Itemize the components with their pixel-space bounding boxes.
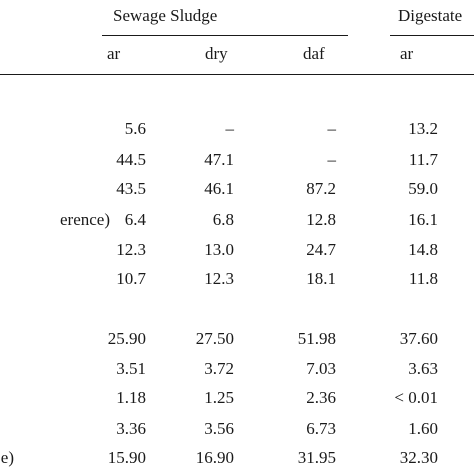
- cell-dig-ar: 3.63: [408, 359, 438, 378]
- header-rule-sewage: [102, 35, 348, 36]
- cell-dig-ar: 11.8: [408, 269, 438, 288]
- cell-ss-dry: 13.0: [204, 240, 234, 259]
- cell-dig-ar: 13.2: [408, 119, 438, 138]
- cell-dig-ar: 37.60: [399, 329, 438, 348]
- cell-ss-daf: 31.95: [297, 448, 336, 467]
- cell-ss-dry: 47.1: [204, 150, 234, 169]
- cell-ss-ar: 5.6: [124, 119, 146, 138]
- header-bottom-rule: [0, 74, 474, 75]
- cell-ss-ar: 43.5: [116, 179, 146, 198]
- cell-ss-ar: 44.5: [116, 150, 146, 169]
- row-label: erence): [59, 210, 110, 229]
- cell-dig-ar: < 0.01: [394, 388, 438, 407]
- cell-ss-dry: 27.50: [195, 329, 234, 348]
- header-rule-digestate: [390, 35, 474, 36]
- cell-ss-ar: 3.36: [116, 419, 146, 438]
- cell-ss-ar: 6.4: [124, 210, 146, 229]
- cell-ss-daf: 51.98: [297, 329, 336, 348]
- cell-ss-ar: 25.90: [107, 329, 146, 348]
- cell-dig-ar: 59.0: [408, 179, 438, 198]
- row-label: e): [0, 448, 14, 467]
- cell-ss-dry: 1.25: [204, 388, 234, 407]
- cell-dig-ar: 16.1: [408, 210, 438, 229]
- cell-dig-ar: 11.7: [408, 150, 438, 169]
- header-digestate: Digestate: [398, 6, 463, 25]
- cell-ss-ar: 12.3: [116, 240, 146, 259]
- cell-ss-dry: 6.8: [212, 210, 234, 229]
- subheader-daf: daf: [303, 44, 325, 63]
- cell-ss-ar: 10.7: [116, 269, 146, 288]
- subheader-dry: dry: [205, 44, 228, 63]
- cell-ss-dry: 12.3: [204, 269, 234, 288]
- cell-ss-daf: 6.73: [306, 419, 336, 438]
- header-sewage-sludge: Sewage Sludge: [113, 6, 218, 25]
- cell-ss-daf: 12.8: [306, 210, 336, 229]
- cell-ss-dry: 3.56: [204, 419, 234, 438]
- cell-dig-ar: 14.8: [408, 240, 438, 259]
- cell-ss-daf: –: [327, 150, 337, 169]
- cell-ss-daf: –: [327, 119, 337, 138]
- cell-ss-dry: 46.1: [204, 179, 234, 198]
- subheader-ar-digestate: ar: [400, 44, 414, 63]
- cell-ss-ar: 3.51: [116, 359, 146, 378]
- cell-ss-dry: 3.72: [204, 359, 234, 378]
- cell-ss-daf: 18.1: [306, 269, 336, 288]
- cell-dig-ar: 1.60: [408, 419, 438, 438]
- subheader-ar: ar: [107, 44, 121, 63]
- cell-ss-daf: 2.36: [306, 388, 336, 407]
- cell-ss-dry: 16.90: [195, 448, 234, 467]
- cell-ss-ar: 15.90: [107, 448, 146, 467]
- cell-ss-ar: 1.18: [116, 388, 146, 407]
- cell-ss-daf: 87.2: [306, 179, 336, 198]
- cell-dig-ar: 32.30: [399, 448, 438, 467]
- cell-ss-daf: 7.03: [306, 359, 336, 378]
- cell-ss-daf: 24.7: [306, 240, 336, 259]
- cell-ss-dry: –: [225, 119, 235, 138]
